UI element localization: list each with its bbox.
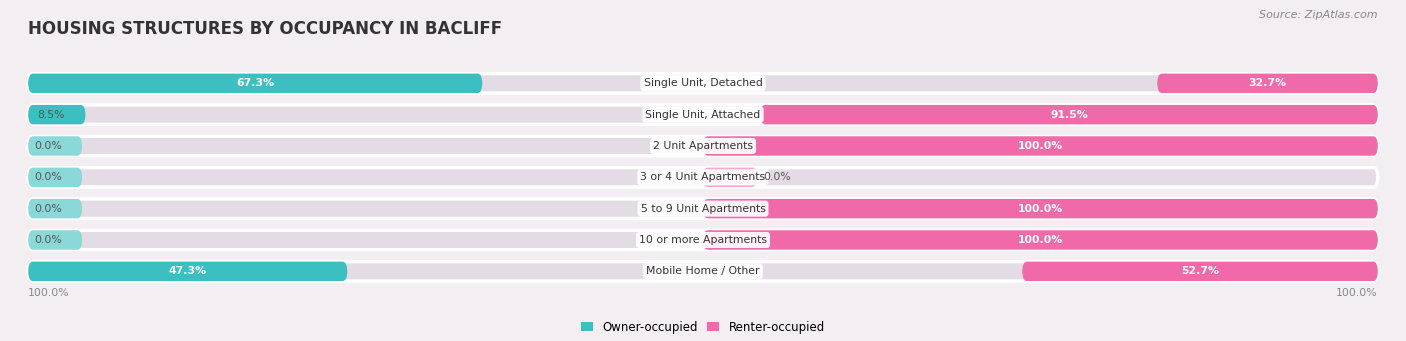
FancyBboxPatch shape <box>28 168 1378 187</box>
Text: 2 Unit Apartments: 2 Unit Apartments <box>652 141 754 151</box>
Text: 0.0%: 0.0% <box>34 235 62 245</box>
Text: 91.5%: 91.5% <box>1050 110 1088 120</box>
FancyBboxPatch shape <box>703 136 1378 156</box>
Legend: Owner-occupied, Renter-occupied: Owner-occupied, Renter-occupied <box>576 316 830 338</box>
FancyBboxPatch shape <box>28 74 482 93</box>
Text: HOUSING STRUCTURES BY OCCUPANCY IN BACLIFF: HOUSING STRUCTURES BY OCCUPANCY IN BACLI… <box>28 20 502 39</box>
Text: 52.7%: 52.7% <box>1181 266 1219 276</box>
Text: Single Unit, Attached: Single Unit, Attached <box>645 110 761 120</box>
FancyBboxPatch shape <box>28 230 82 250</box>
FancyBboxPatch shape <box>761 105 1378 124</box>
Text: Source: ZipAtlas.com: Source: ZipAtlas.com <box>1260 10 1378 20</box>
FancyBboxPatch shape <box>28 230 1378 250</box>
Text: 32.7%: 32.7% <box>1249 78 1286 88</box>
FancyBboxPatch shape <box>28 136 1378 156</box>
Text: 0.0%: 0.0% <box>34 204 62 214</box>
FancyBboxPatch shape <box>28 168 82 187</box>
Text: 67.3%: 67.3% <box>236 78 274 88</box>
Text: 47.3%: 47.3% <box>169 266 207 276</box>
FancyBboxPatch shape <box>703 168 756 187</box>
Text: 10 or more Apartments: 10 or more Apartments <box>638 235 768 245</box>
FancyBboxPatch shape <box>1157 74 1378 93</box>
Text: 3 or 4 Unit Apartments: 3 or 4 Unit Apartments <box>641 172 765 182</box>
FancyBboxPatch shape <box>28 105 1378 124</box>
FancyBboxPatch shape <box>28 199 82 218</box>
FancyBboxPatch shape <box>28 74 1378 93</box>
Text: 8.5%: 8.5% <box>38 110 65 120</box>
Text: 100.0%: 100.0% <box>28 287 70 298</box>
Text: 0.0%: 0.0% <box>34 141 62 151</box>
Text: 5 to 9 Unit Apartments: 5 to 9 Unit Apartments <box>641 204 765 214</box>
Text: 100.0%: 100.0% <box>1336 287 1378 298</box>
FancyBboxPatch shape <box>703 199 1378 218</box>
Text: 100.0%: 100.0% <box>1018 235 1063 245</box>
FancyBboxPatch shape <box>28 262 347 281</box>
Text: 0.0%: 0.0% <box>763 172 792 182</box>
Text: Mobile Home / Other: Mobile Home / Other <box>647 266 759 276</box>
FancyBboxPatch shape <box>1022 262 1378 281</box>
Text: Single Unit, Detached: Single Unit, Detached <box>644 78 762 88</box>
Text: 100.0%: 100.0% <box>1018 204 1063 214</box>
FancyBboxPatch shape <box>28 262 1378 281</box>
FancyBboxPatch shape <box>28 105 86 124</box>
FancyBboxPatch shape <box>28 199 1378 218</box>
Text: 0.0%: 0.0% <box>34 172 62 182</box>
FancyBboxPatch shape <box>28 136 82 156</box>
Text: 100.0%: 100.0% <box>1018 141 1063 151</box>
FancyBboxPatch shape <box>703 230 1378 250</box>
